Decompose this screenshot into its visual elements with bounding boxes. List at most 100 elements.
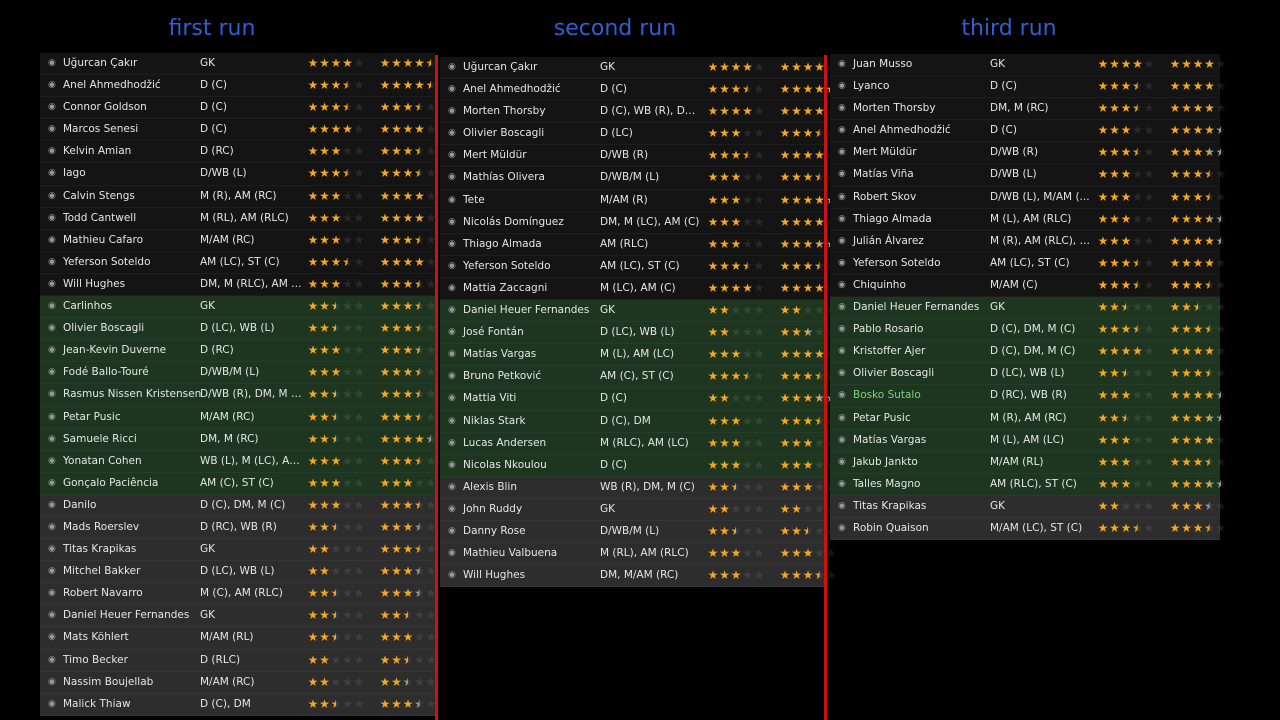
- player-row[interactable]: ◉ Titas Krapikas GK ★★★★★ ★★★★★: [830, 495, 1226, 518]
- player-name[interactable]: Mats Köhlert: [63, 631, 129, 644]
- player-row[interactable]: ◉ Titas Krapikas GK ★★★★★ ★★★★★: [40, 539, 436, 562]
- player-name[interactable]: Kristoffer Ajer: [853, 345, 926, 358]
- player-row[interactable]: ◉ Yeferson Soteldo AM (LC), ST (C) ★★★★★ ★★★…: [830, 252, 1226, 275]
- player-row[interactable]: ◉ Mitchel Bakker D (LC), WB (L) ★★★★★ ★★★★★: [40, 561, 436, 584]
- player-name[interactable]: Alexis Blin: [463, 480, 518, 493]
- player-name[interactable]: Daniel Heuer Fernandes: [853, 301, 980, 314]
- player-name[interactable]: Bruno Petković: [463, 370, 542, 383]
- player-name[interactable]: Petar Pusic: [63, 410, 121, 423]
- player-name[interactable]: Tete: [463, 193, 485, 206]
- player-row[interactable]: ◉ Timo Becker D (RLC) ★★★★★ ★★★★★: [40, 649, 436, 672]
- player-name[interactable]: Robert Navarro: [63, 587, 143, 600]
- player-row[interactable]: ◉ Marcos Senesi D (C) ★★★★★ ★★★★★: [40, 119, 436, 142]
- player-row[interactable]: ◉ Calvin Stengs M (R), AM (RC) ★★★★★ ★★★★★: [40, 185, 436, 208]
- player-row[interactable]: ◉ Talles Magno AM (RLC), ST (C) ★★★★★ ★★★★★: [830, 473, 1226, 496]
- player-name[interactable]: Olivier Boscagli: [463, 127, 545, 140]
- player-row[interactable]: ◉ Jakub Jankto M/AM (RL) ★★★★★ ★★★★★: [830, 451, 1226, 474]
- player-row[interactable]: ◉ Fodé Ballo-Touré D/WB/M (L) ★★★★★ ★★★★★: [40, 362, 436, 385]
- player-name[interactable]: Nicolás Domínguez: [463, 215, 564, 228]
- player-name[interactable]: Titas Krapikas: [63, 543, 137, 556]
- player-name[interactable]: Daniel Heuer Fernandes: [63, 609, 190, 622]
- player-row[interactable]: ◉ Iago D/WB (L) ★★★★★ ★★★★★: [40, 163, 436, 186]
- player-row[interactable]: ◉ Danilo D (C), DM, M (C) ★★★★★ ★★★★★: [40, 494, 436, 517]
- player-name[interactable]: Talles Magno: [853, 477, 921, 490]
- player-name[interactable]: Fodé Ballo-Touré: [63, 366, 149, 379]
- player-row[interactable]: ◉ Yeferson Soteldo AM (LC), ST (C) ★★★★★ ★★★…: [40, 251, 436, 274]
- player-row[interactable]: ◉ Kristoffer Ajer D (C), DM, M (C) ★★★★★ ★★★…: [830, 341, 1226, 364]
- player-name[interactable]: Morten Thorsby: [853, 102, 936, 115]
- player-name[interactable]: Uğurcan Çakır: [463, 61, 538, 73]
- player-row[interactable]: ◉ Connor Goldson D (C) ★★★★★ ★★★★★: [40, 97, 436, 120]
- player-name[interactable]: Julián Álvarez: [853, 234, 924, 247]
- player-row[interactable]: ◉ Chiquinho M/AM (C) ★★★★★ ★★★★★: [830, 274, 1226, 298]
- player-row[interactable]: ◉ Bosko Sutalo D (RC), WB (R) ★★★★★ ★★★★★: [830, 385, 1226, 408]
- player-name[interactable]: Mads Roerslev: [63, 520, 140, 533]
- player-row[interactable]: ◉ Robin Quaison M/AM (LC), ST (C) ★★★★★ ★★★★…: [830, 517, 1226, 541]
- player-row[interactable]: ◉ Samuele Ricci DM, M (RC) ★★★★★ ★★★★★: [40, 428, 436, 451]
- player-name[interactable]: Bosko Sutalo: [853, 389, 921, 402]
- player-name[interactable]: Anel Ahmedhodžić: [463, 83, 561, 96]
- player-name[interactable]: Connor Goldson: [63, 101, 147, 114]
- player-name[interactable]: Jean-Kevin Duverne: [63, 344, 167, 357]
- player-name[interactable]: Jakub Jankto: [853, 455, 918, 468]
- player-name[interactable]: Juan Musso: [853, 58, 913, 70]
- player-row[interactable]: ◉ Nicolás Domínguez DM, M (LC), AM (C) ★★★★…: [440, 211, 836, 234]
- player-row[interactable]: ◉ Olivier Boscagli D (LC), WB (L) ★★★★★ ★★★★…: [40, 318, 436, 341]
- player-name[interactable]: Mathías Olivera: [463, 171, 545, 184]
- player-name[interactable]: Danny Rose: [463, 524, 526, 537]
- player-name[interactable]: John Ruddy: [463, 502, 523, 515]
- player-row[interactable]: ◉ Jean-Kevin Duverne D (RC) ★★★★★ ★★★★★: [40, 340, 436, 363]
- player-name[interactable]: Timo Becker: [63, 653, 128, 666]
- player-row[interactable]: ◉ Kelvin Amian D (RC) ★★★★★ ★★★★★: [40, 141, 436, 164]
- player-row[interactable]: ◉ Mathieu Cafaro M/AM (RC) ★★★★★ ★★★★★: [40, 229, 436, 252]
- player-name[interactable]: Iago: [63, 167, 86, 180]
- player-row[interactable]: ◉ Morten Thorsby D (C), WB (R), DM,... ★★★★…: [440, 101, 836, 124]
- player-row[interactable]: ◉ Robert Skov D/WB (L), M/AM (... ★★★★★ ★★★★…: [830, 186, 1226, 209]
- player-name[interactable]: Mathieu Valbuena: [463, 547, 558, 560]
- player-name[interactable]: Mathieu Cafaro: [63, 233, 144, 246]
- player-name[interactable]: Olivier Boscagli: [853, 367, 935, 380]
- player-name[interactable]: Yeferson Soteldo: [463, 259, 551, 272]
- player-row[interactable]: ◉ Yonatan Cohen WB (L), M (LC), AM... ★★★★★…: [40, 450, 436, 473]
- player-name[interactable]: Will Hughes: [63, 277, 126, 290]
- player-name[interactable]: Mattia Zaccagni: [463, 281, 548, 294]
- player-row[interactable]: ◉ Petar Pusic M (R), AM (RC) ★★★★★ ★★★★★: [830, 407, 1226, 430]
- player-name[interactable]: Thiago Almada: [853, 212, 932, 225]
- player-row[interactable]: ◉ Pablo Rosario D (C), DM, M (C) ★★★★★ ★★★★★: [830, 319, 1226, 342]
- player-name[interactable]: Samuele Ricci: [63, 432, 137, 445]
- player-name[interactable]: Nicolas Nkoulou: [463, 458, 547, 471]
- player-row[interactable]: ◉ Carlinhos GK ★★★★★ ★★★★★: [40, 296, 436, 319]
- player-name[interactable]: Lyanco: [853, 80, 890, 93]
- player-name[interactable]: Robin Quaison: [853, 521, 929, 534]
- player-row[interactable]: ◉ Thiago Almada M (L), AM (RLC) ★★★★★ ★★★★★: [830, 208, 1226, 231]
- player-name[interactable]: Anel Ahmedhodžić: [853, 124, 951, 137]
- player-row[interactable]: ◉ Yeferson Soteldo AM (LC), ST (C) ★★★★★ ★★★…: [440, 255, 836, 278]
- player-name[interactable]: Rasmus Nissen Kristensen: [63, 388, 202, 401]
- player-row[interactable]: ◉ Rasmus Nissen Kristensen D/WB (R), DM, M…: [40, 384, 436, 407]
- player-row[interactable]: ◉ Julián Álvarez M (R), AM (RLC), S... ★★★★…: [830, 230, 1226, 253]
- player-name[interactable]: Yonatan Cohen: [63, 454, 142, 467]
- player-name[interactable]: Carlinhos: [63, 300, 113, 313]
- player-row[interactable]: ◉ Matías Viña D/WB (L) ★★★★★ ★★★★★: [830, 164, 1226, 187]
- player-row[interactable]: ◉ Mats Köhlert M/AM (RL) ★★★★★ ★★★★★: [40, 627, 436, 650]
- player-name[interactable]: Kelvin Amian: [63, 145, 132, 158]
- player-name[interactable]: Titas Krapikas: [853, 499, 927, 512]
- player-name[interactable]: Olivier Boscagli: [63, 322, 145, 335]
- player-name[interactable]: Marcos Senesi: [63, 123, 139, 136]
- player-name[interactable]: Matías Vargas: [853, 433, 927, 446]
- player-name[interactable]: Calvin Stengs: [63, 189, 135, 202]
- player-row[interactable]: ◉ Lucas Andersen M (RLC), AM (LC) ★★★★★ ★★★★…: [440, 432, 836, 455]
